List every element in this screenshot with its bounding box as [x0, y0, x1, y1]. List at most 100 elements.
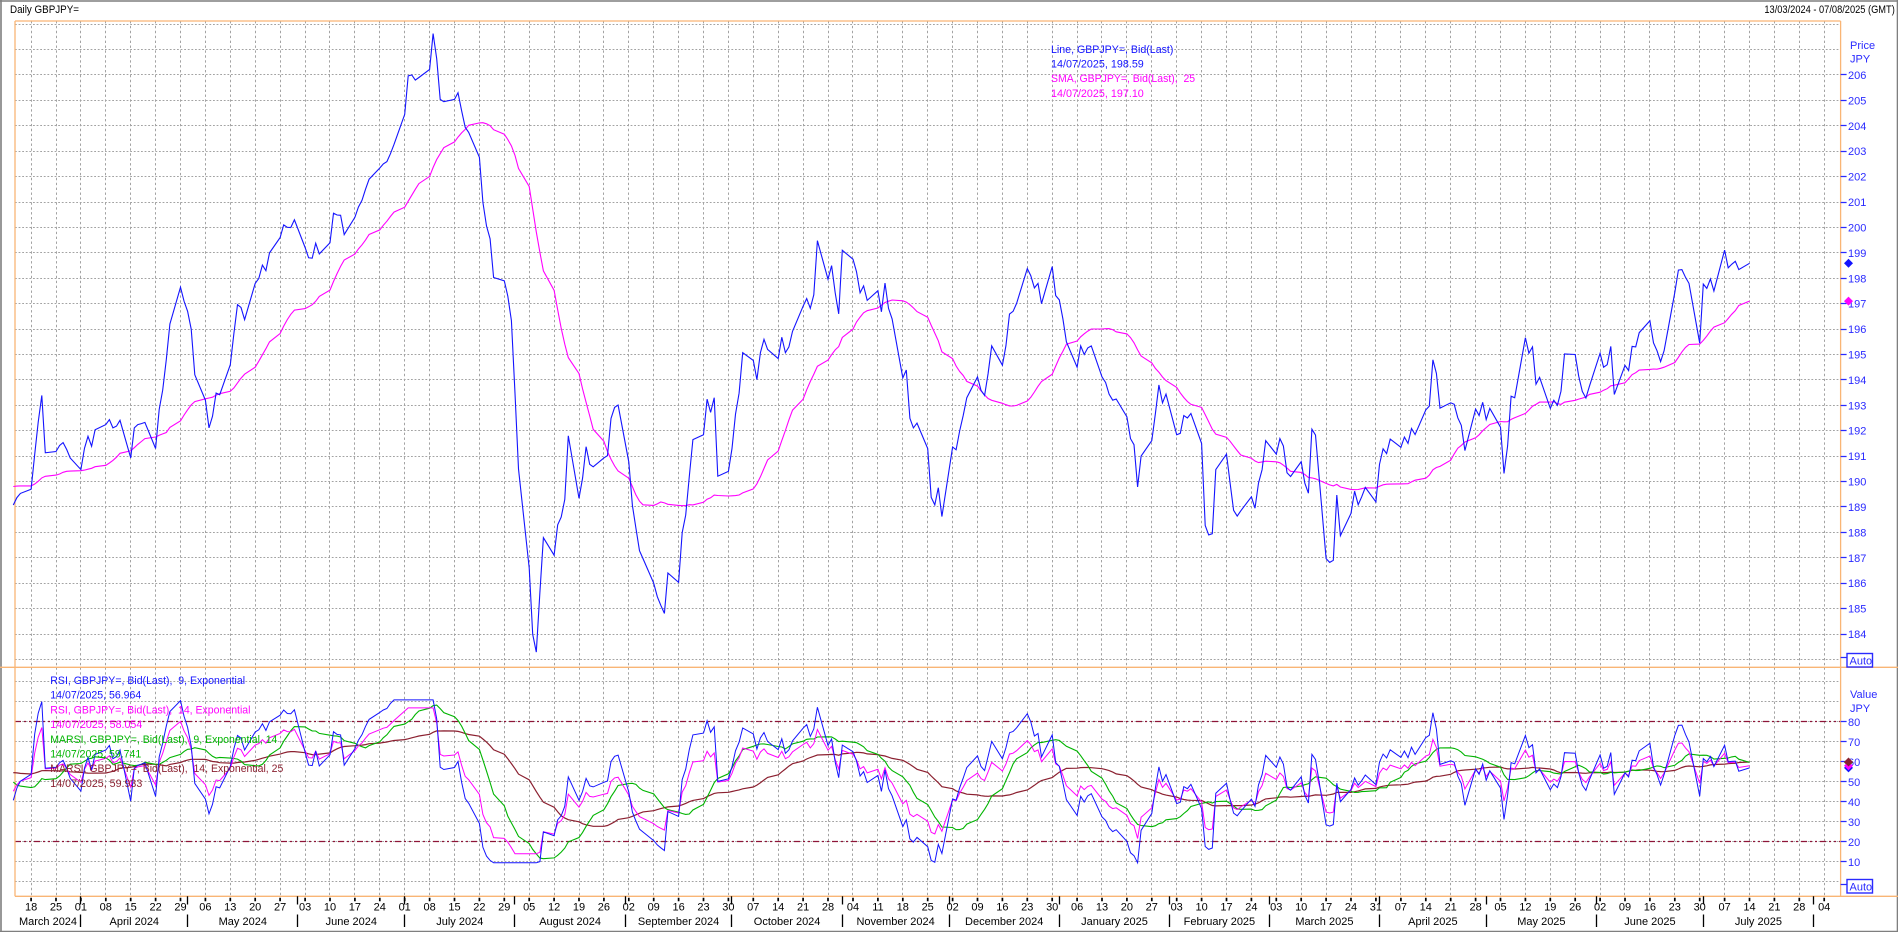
- svg-text:187: 187: [1848, 553, 1866, 565]
- svg-text:MARSI, GBPJPY=, Bid(Last), 14: MARSI, GBPJPY=, Bid(Last), 14, Exponenti…: [50, 763, 283, 775]
- svg-text:25: 25: [50, 902, 62, 914]
- svg-text:02: 02: [946, 902, 958, 914]
- svg-text:24: 24: [1345, 902, 1357, 914]
- svg-text:05: 05: [523, 902, 535, 914]
- svg-text:SMA, GBPJPY=, Bid(Last), 25: SMA, GBPJPY=, Bid(Last), 25: [1051, 73, 1195, 85]
- svg-text:198: 198: [1848, 273, 1866, 285]
- svg-text:185: 185: [1848, 604, 1866, 616]
- svg-text:08: 08: [100, 902, 112, 914]
- svg-text:12: 12: [548, 902, 560, 914]
- svg-text:190: 190: [1848, 477, 1866, 489]
- svg-text:14/07/2025, 58.054: 14/07/2025, 58.054: [50, 719, 142, 731]
- svg-text:January 2025: January 2025: [1081, 916, 1148, 928]
- svg-text:10: 10: [324, 902, 336, 914]
- svg-text:06: 06: [199, 902, 211, 914]
- svg-text:29: 29: [498, 902, 510, 914]
- svg-text:April 2025: April 2025: [1408, 916, 1458, 928]
- svg-text:20: 20: [249, 902, 261, 914]
- svg-text:16: 16: [1644, 902, 1656, 914]
- svg-text:202: 202: [1848, 172, 1866, 184]
- svg-text:201: 201: [1848, 197, 1866, 209]
- svg-text:December 2024: December 2024: [965, 916, 1043, 928]
- svg-text:09: 09: [1619, 902, 1631, 914]
- svg-text:191: 191: [1848, 451, 1866, 463]
- svg-text:November 2024: November 2024: [856, 916, 934, 928]
- svg-text:May 2024: May 2024: [219, 916, 267, 928]
- svg-text:188: 188: [1848, 527, 1866, 539]
- svg-text:14: 14: [1420, 902, 1432, 914]
- svg-text:204: 204: [1848, 121, 1866, 133]
- svg-text:11: 11: [872, 902, 883, 914]
- svg-text:25: 25: [922, 902, 934, 914]
- svg-text:13: 13: [224, 902, 236, 914]
- svg-text:MARSI, GBPJPY=, Bid(Last), 9,: MARSI, GBPJPY=, Bid(Last), 9, Exponentia…: [50, 734, 277, 746]
- svg-text:12: 12: [1519, 902, 1531, 914]
- svg-text:RSI, GBPJPY=, Bid(Last), 14,: RSI, GBPJPY=, Bid(Last), 14, Exponential: [50, 704, 250, 716]
- svg-text:17: 17: [1220, 902, 1232, 914]
- svg-text:June 2024: June 2024: [326, 916, 377, 928]
- svg-text:February 2025: February 2025: [1184, 916, 1256, 928]
- svg-text:02: 02: [1594, 902, 1606, 914]
- svg-text:04: 04: [1818, 902, 1830, 914]
- svg-text:192: 192: [1848, 426, 1866, 438]
- svg-text:30: 30: [1848, 817, 1860, 829]
- svg-text:July 2025: July 2025: [1735, 916, 1782, 928]
- svg-text:29: 29: [174, 902, 186, 914]
- svg-text:05: 05: [1494, 902, 1506, 914]
- svg-text:06: 06: [1071, 902, 1083, 914]
- svg-text:23: 23: [1021, 902, 1033, 914]
- svg-text:21: 21: [1768, 902, 1780, 914]
- svg-text:13: 13: [1096, 902, 1108, 914]
- svg-text:JPY: JPY: [1850, 703, 1871, 715]
- svg-text:195: 195: [1848, 350, 1866, 362]
- svg-text:Auto: Auto: [1850, 656, 1873, 668]
- svg-text:27: 27: [1146, 902, 1158, 914]
- svg-text:24: 24: [1245, 902, 1257, 914]
- svg-text:199: 199: [1848, 248, 1866, 260]
- svg-text:September 2024: September 2024: [638, 916, 719, 928]
- svg-text:197: 197: [1848, 299, 1866, 311]
- svg-text:196: 196: [1848, 324, 1866, 336]
- svg-text:17: 17: [349, 902, 361, 914]
- svg-text:18: 18: [25, 902, 37, 914]
- svg-text:21: 21: [1445, 902, 1457, 914]
- svg-text:189: 189: [1848, 502, 1866, 514]
- svg-text:Daily GBPJPY=: Daily GBPJPY=: [10, 4, 79, 16]
- svg-text:206: 206: [1848, 70, 1866, 82]
- svg-text:08: 08: [423, 902, 435, 914]
- svg-text:28: 28: [822, 902, 834, 914]
- svg-text:205: 205: [1848, 95, 1866, 107]
- svg-text:14/07/2025, 56.964: 14/07/2025, 56.964: [50, 690, 141, 702]
- svg-text:04: 04: [847, 902, 859, 914]
- svg-text:28: 28: [1793, 902, 1805, 914]
- svg-text:14/07/2025, 198.59: 14/07/2025, 198.59: [1051, 59, 1144, 71]
- svg-text:Line, GBPJPY=, Bid(Last): Line, GBPJPY=, Bid(Last): [1051, 44, 1173, 56]
- svg-text:October 2024: October 2024: [754, 916, 821, 928]
- svg-text:03: 03: [1270, 902, 1282, 914]
- svg-text:20: 20: [1121, 902, 1133, 914]
- svg-text:17: 17: [1320, 902, 1332, 914]
- svg-text:03: 03: [299, 902, 311, 914]
- svg-text:70: 70: [1848, 737, 1860, 749]
- svg-text:Value: Value: [1850, 689, 1877, 701]
- svg-text:14: 14: [1743, 902, 1755, 914]
- svg-text:June 2025: June 2025: [1624, 916, 1675, 928]
- svg-text:16: 16: [996, 902, 1008, 914]
- svg-text:30: 30: [1694, 902, 1706, 914]
- svg-text:194: 194: [1848, 375, 1866, 387]
- svg-text:30: 30: [722, 902, 734, 914]
- svg-text:30: 30: [1046, 902, 1058, 914]
- svg-text:15: 15: [125, 902, 137, 914]
- svg-text:26: 26: [1569, 902, 1581, 914]
- svg-text:28: 28: [1469, 902, 1481, 914]
- svg-text:24: 24: [374, 902, 386, 914]
- svg-text:80: 80: [1848, 717, 1860, 729]
- svg-text:Auto: Auto: [1850, 882, 1873, 894]
- svg-text:19: 19: [573, 902, 585, 914]
- svg-text:184: 184: [1848, 629, 1866, 641]
- svg-text:14: 14: [772, 902, 784, 914]
- svg-text:19: 19: [1544, 902, 1556, 914]
- svg-text:07: 07: [747, 902, 759, 914]
- svg-text:21: 21: [797, 902, 809, 914]
- svg-text:203: 203: [1848, 146, 1866, 158]
